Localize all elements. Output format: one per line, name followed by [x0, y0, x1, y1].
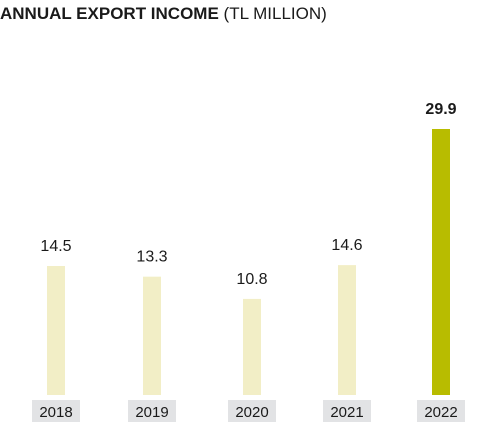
value-label-2019: 13.3: [136, 249, 167, 266]
category-box-2018: [32, 400, 80, 422]
bar-2021: [338, 265, 356, 395]
bar-2018: [47, 266, 65, 395]
chart-title-main: ANNUAL EXPORT INCOME: [0, 4, 219, 23]
category-box-2022: [417, 400, 465, 422]
value-label-2020: 10.8: [236, 271, 267, 288]
category-box-2020: [228, 400, 276, 422]
category-box-2021: [323, 400, 371, 422]
bar-2022: [432, 129, 450, 395]
category-label-2021: 2021: [330, 404, 363, 421]
category-label-2022: 2022: [424, 404, 457, 421]
bar-2019: [143, 276, 161, 395]
category-box-2019: [128, 400, 176, 422]
value-label-2022: 29.9: [425, 101, 456, 118]
category-label-2020: 2020: [235, 404, 268, 421]
bar-2020: [243, 298, 261, 395]
chart-title: ANNUAL EXPORT INCOME (TL MILLION): [0, 4, 327, 24]
category-label-2019: 2019: [135, 404, 168, 421]
category-label-2018: 2018: [39, 404, 72, 421]
value-label-2018: 14.5: [40, 238, 71, 255]
value-label-2021: 14.6: [331, 237, 362, 254]
chart-title-unit: (TL MILLION): [223, 4, 327, 23]
